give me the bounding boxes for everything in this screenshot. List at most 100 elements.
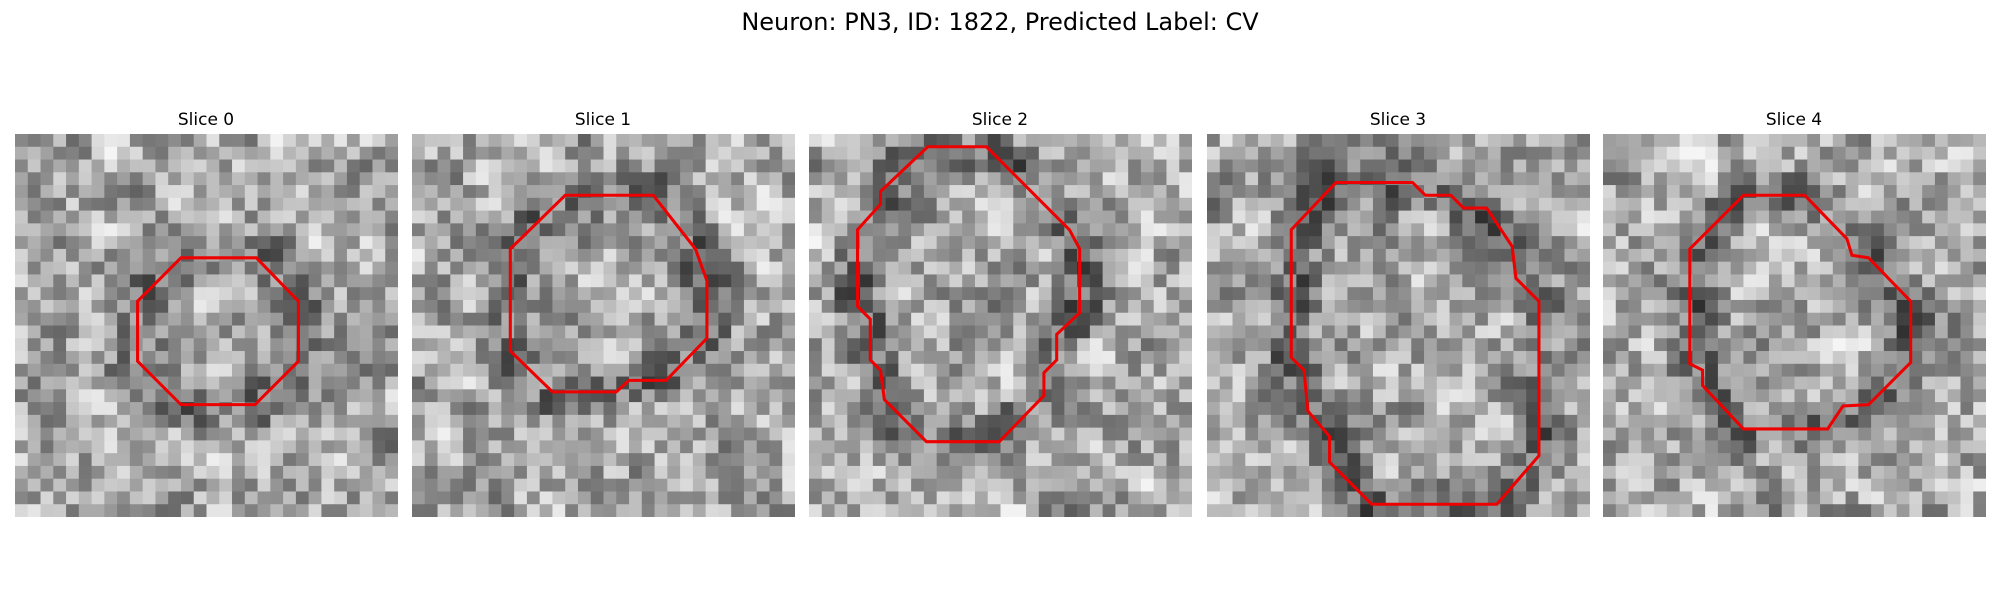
- pixel: [142, 197, 156, 212]
- pixel: [1436, 402, 1451, 416]
- pixel: [142, 414, 156, 429]
- pixel: [590, 312, 605, 327]
- pixel: [590, 197, 605, 212]
- pixel: [1896, 504, 1910, 517]
- pixel: [962, 172, 976, 186]
- pixel: [680, 261, 694, 275]
- pixel: [718, 504, 732, 517]
- pixel: [1603, 287, 1617, 301]
- pixel: [1347, 504, 1361, 517]
- pixel: [1717, 236, 1732, 250]
- pixel: [372, 351, 386, 365]
- pixel: [1051, 159, 1065, 173]
- pixel: [923, 197, 938, 212]
- pixel: [193, 363, 208, 378]
- pixel: [1513, 159, 1527, 173]
- pixel: [1411, 389, 1425, 403]
- pixel: [1207, 414, 1221, 429]
- pixel: [1000, 197, 1014, 212]
- pixel: [321, 312, 335, 327]
- pixel: [1321, 504, 1336, 517]
- pixel: [1245, 389, 1259, 403]
- pixel: [1102, 338, 1116, 352]
- pixel: [885, 185, 899, 199]
- pixel: [1781, 172, 1796, 186]
- pixel: [603, 351, 617, 365]
- pixel: [437, 478, 451, 492]
- pixel: [1538, 414, 1553, 429]
- pixel: [1475, 172, 1489, 186]
- pixel: [129, 236, 144, 250]
- pixel: [321, 185, 335, 199]
- pixel: [847, 440, 861, 454]
- pixel: [206, 478, 220, 492]
- pixel: [1781, 376, 1796, 390]
- pixel: [1334, 134, 1348, 148]
- pixel: [1207, 299, 1221, 314]
- pixel: [539, 338, 553, 352]
- pixel: [756, 325, 770, 339]
- pixel: [1679, 185, 1693, 199]
- pixel: [872, 504, 887, 517]
- pixel: [1832, 299, 1847, 314]
- pixel: [654, 440, 668, 454]
- pixel: [1398, 363, 1412, 378]
- pixel: [705, 440, 719, 454]
- pixel: [1781, 146, 1796, 161]
- pixel: [1102, 312, 1116, 327]
- pixel: [731, 274, 745, 288]
- pixel: [385, 440, 398, 454]
- pixel: [1858, 440, 1872, 454]
- pixel: [1768, 197, 1783, 212]
- pixel: [1000, 351, 1014, 365]
- pixel: [1475, 465, 1489, 480]
- pixel: [219, 299, 233, 314]
- pixel: [603, 376, 617, 390]
- pixel: [526, 465, 541, 480]
- pixel: [949, 159, 963, 173]
- pixel: [782, 185, 795, 199]
- pixel: [1756, 146, 1770, 161]
- pixel: [1922, 325, 1936, 339]
- pixel: [359, 146, 373, 161]
- pixel: [923, 414, 938, 429]
- pixel: [334, 197, 348, 212]
- pixel: [731, 338, 745, 352]
- pixel: [962, 491, 976, 505]
- pixel: [424, 159, 439, 173]
- pixel: [450, 274, 464, 288]
- pixel: [1436, 274, 1451, 288]
- pixel: [1768, 172, 1783, 186]
- pixel: [232, 491, 246, 505]
- pixel: [654, 402, 668, 416]
- pixel: [1487, 453, 1502, 467]
- pixel: [424, 478, 439, 492]
- pixel: [1321, 172, 1336, 186]
- pixel: [1449, 402, 1463, 416]
- pixel: [168, 236, 182, 250]
- pixel: [206, 134, 220, 148]
- pixel: [1140, 172, 1155, 186]
- pixel: [590, 274, 605, 288]
- pixel: [244, 287, 259, 301]
- pixel: [718, 134, 732, 148]
- pixel: [1153, 261, 1167, 275]
- pixel: [1398, 376, 1412, 390]
- pixel: [1179, 376, 1192, 390]
- pixel: [1781, 427, 1796, 441]
- pixel: [1756, 248, 1770, 263]
- pixel: [1743, 338, 1757, 352]
- pixel: [1064, 440, 1078, 454]
- pixel: [1128, 465, 1142, 480]
- pixel: [1013, 325, 1027, 339]
- pixel: [1960, 134, 1974, 148]
- pixel: [475, 325, 490, 339]
- pixel: [641, 210, 656, 224]
- pixel: [1705, 427, 1719, 441]
- pixel: [1166, 299, 1180, 314]
- pixel: [552, 159, 566, 173]
- pixel: [974, 465, 989, 480]
- pixel: [1270, 402, 1285, 416]
- pixel: [1449, 427, 1463, 441]
- pixel: [1128, 427, 1142, 441]
